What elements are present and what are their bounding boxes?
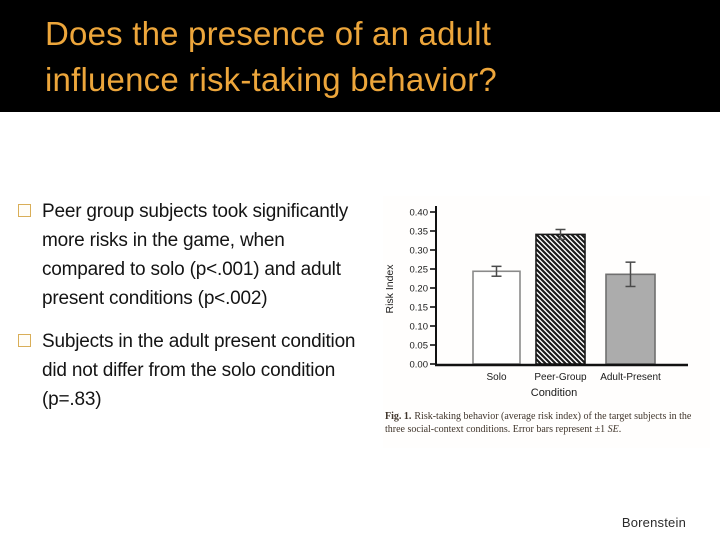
y-tick-label: 0.00 (410, 360, 429, 371)
bar-solo (472, 270, 521, 365)
bullet-line: did not differ from the solo condition (42, 360, 336, 381)
y-axis-title: Risk Index (384, 264, 396, 314)
slide-title-line: influence risk-taking behavior? (45, 61, 497, 98)
y-tick-label: 0.05 (410, 341, 429, 352)
bullet-line: Subjects in the adult present condition (42, 331, 356, 352)
figure-caption-italic: SE (607, 424, 619, 435)
slide-title-bar: Does the presence of an adult influence … (0, 0, 720, 112)
y-tick-label: 0.20 (410, 284, 429, 295)
y-tick-label: 0.30 (410, 246, 429, 257)
y-tick-label: 0.25 (410, 265, 429, 276)
figure-risk-index-chart: 0.00 0.05 0.10 0.15 0.20 0.25 0.30 0.35 0.40 Solo… (383, 196, 710, 448)
slide-title-line: Does the presence of an adult (45, 15, 492, 52)
figure-caption-label: Fig. 1. (385, 411, 412, 422)
bar-peer-group (535, 233, 586, 365)
bullet-item: Peer group subjects took significantly m… (18, 197, 384, 313)
bar-chart: 0.00 0.05 0.10 0.15 0.20 0.25 0.30 0.35 0.40 Solo… (384, 206, 688, 399)
figure-caption-text: Risk-taking behavior (average risk index… (385, 411, 692, 435)
x-category-label: Peer-Group (534, 372, 587, 383)
bullet-line: Peer group subjects took significantly (42, 201, 349, 222)
bar-adult-present (605, 273, 656, 365)
bullet-line: compared to solo (p<.001) and adult (42, 259, 341, 280)
square-bullet-icon (18, 334, 31, 347)
bullet-line: more risks in the game, when (42, 230, 285, 251)
figure-caption: Fig. 1. Risk-taking behavior (average ris… (385, 410, 707, 436)
x-axis-title: Condition (531, 387, 577, 399)
author-attribution: Borenstein (621, 515, 686, 530)
bullet-line: (p=.83) (42, 389, 102, 410)
bullet-line: present conditions (p<.002) (42, 288, 268, 309)
slide-title: Does the presence of an adult influence … (45, 11, 620, 103)
bullet-item: Subjects in the adult present condition … (18, 327, 384, 414)
x-category-label: Adult-Present (600, 372, 661, 383)
bullet-text: Subjects in the adult present condition … (42, 327, 356, 414)
bullet-list: Peer group subjects took significantly m… (18, 197, 384, 428)
y-tick-label: 0.35 (410, 227, 429, 238)
y-tick-label: 0.40 (410, 208, 429, 219)
y-tick-label: 0.10 (410, 322, 429, 333)
figure-caption-end: . (618, 424, 622, 435)
y-tick-label: 0.15 (410, 303, 429, 314)
x-category-label: Solo (486, 372, 506, 383)
square-bullet-icon (18, 204, 31, 217)
bullet-text: Peer group subjects took significantly m… (42, 197, 348, 313)
